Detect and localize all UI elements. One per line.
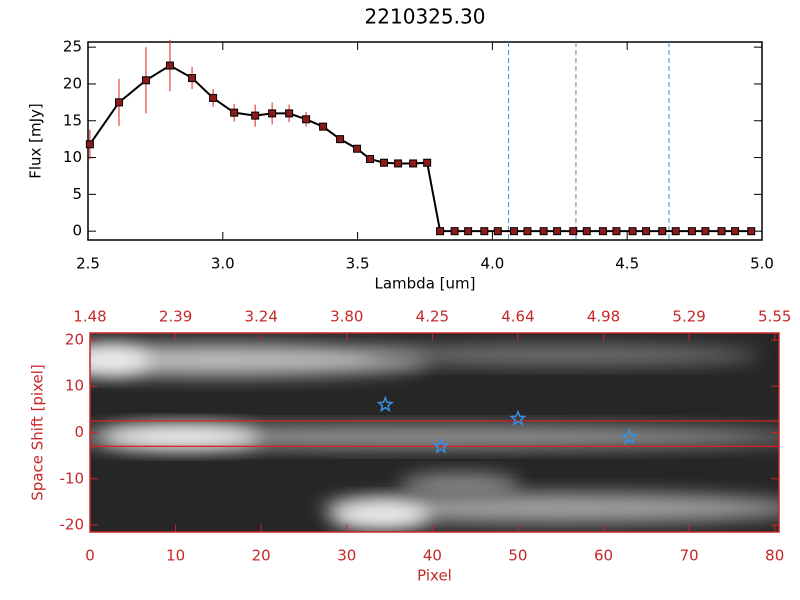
y-axis-label: Flux [mJy]	[27, 103, 45, 179]
data-point	[450, 227, 459, 236]
plot-frame	[89, 332, 780, 533]
x-tick-label: 80	[765, 547, 784, 565]
star-marker	[620, 427, 638, 445]
top-tick-label: 4.98	[587, 308, 620, 326]
data-point	[436, 227, 445, 236]
data-point	[701, 227, 710, 236]
data-point	[731, 227, 740, 236]
y-tick-label: 0	[74, 423, 84, 441]
data-point	[464, 227, 473, 236]
top-tick-label: 4.25	[416, 308, 449, 326]
data-point	[285, 109, 294, 118]
y-axis-label: Space Shift [pixel]	[29, 364, 47, 501]
top-tick-label: 4.64	[501, 308, 534, 326]
y-tick-label: 10	[65, 377, 84, 395]
data-point	[687, 227, 696, 236]
x-tick-label: 10	[166, 547, 185, 565]
data-point	[366, 155, 375, 164]
data-point	[188, 74, 197, 83]
top-tick-label: 1.48	[73, 308, 106, 326]
data-point	[230, 108, 239, 117]
data-point	[251, 111, 260, 120]
data-point	[553, 227, 562, 236]
spectral-image	[90, 333, 779, 532]
data-point	[493, 227, 502, 236]
x-axis-label: Lambda [um]	[375, 275, 476, 293]
data-point	[85, 140, 94, 149]
y-tick-label: 10	[63, 148, 82, 166]
top-tick-label: 2.39	[159, 308, 192, 326]
data-point	[302, 115, 311, 124]
x-tick-label: 3.5	[346, 255, 370, 273]
data-point	[523, 227, 532, 236]
data-point	[165, 61, 174, 70]
x-tick-label: 4.5	[615, 255, 639, 273]
x-tick-label: 50	[508, 547, 527, 565]
x-axis-label: Pixel	[417, 567, 452, 585]
y-tick-label: 20	[63, 74, 82, 92]
data-point	[539, 227, 548, 236]
data-point	[598, 227, 607, 236]
y-tick-label: 25	[63, 38, 82, 56]
data-point	[717, 227, 726, 236]
data-point	[423, 158, 432, 167]
x-tick-label: 5.0	[750, 255, 774, 273]
data-point	[141, 76, 150, 85]
x-tick-label: 0	[85, 547, 95, 565]
data-point	[353, 144, 362, 153]
data-point	[115, 98, 124, 107]
top-tick-label: 5.29	[672, 308, 705, 326]
x-tick-label: 40	[423, 547, 442, 565]
y-tick-label: -20	[60, 516, 85, 534]
x-tick-label: 60	[594, 547, 613, 565]
data-point	[380, 158, 389, 167]
chart-title: 2210325.30	[365, 5, 486, 29]
data-point	[336, 135, 345, 144]
data-point	[582, 227, 591, 236]
y-tick-label: 0	[72, 222, 82, 240]
data-point	[394, 159, 403, 168]
y-tick-label: 5	[72, 185, 82, 203]
data-point	[642, 227, 651, 236]
data-point	[209, 93, 218, 102]
star-marker	[432, 437, 450, 454]
x-tick-label: 4.0	[480, 255, 504, 273]
x-tick-label: 70	[680, 547, 699, 565]
data-point	[671, 227, 680, 236]
plot-frame	[87, 41, 763, 241]
data-point	[409, 159, 418, 168]
y-tick-label: 20	[65, 330, 84, 348]
data-point	[509, 227, 518, 236]
x-tick-label: 3.0	[211, 255, 235, 273]
x-tick-label: 20	[252, 547, 271, 565]
top-tick-label: 5.55	[758, 308, 791, 326]
data-point	[747, 227, 756, 236]
x-tick-label: 30	[337, 547, 356, 565]
star-marker	[509, 409, 527, 427]
data-line	[89, 64, 752, 233]
data-point	[612, 227, 621, 236]
x-tick-label: 2.5	[76, 255, 100, 273]
star-marker	[376, 395, 394, 413]
data-point	[658, 227, 667, 236]
data-point	[569, 227, 578, 236]
top-tick-label: 3.24	[244, 308, 277, 326]
top-tick-label: 3.80	[330, 308, 363, 326]
data-point	[268, 109, 277, 118]
y-tick-label: 15	[63, 111, 82, 129]
y-tick-label: -10	[60, 469, 85, 487]
data-point	[319, 122, 328, 131]
data-point	[480, 227, 489, 236]
data-point	[628, 227, 637, 236]
